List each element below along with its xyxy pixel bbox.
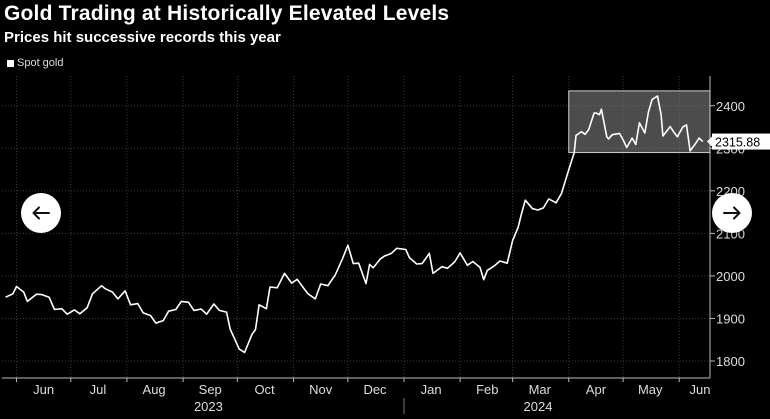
year-label: 2023 xyxy=(194,399,223,414)
x-tick-label: Apr xyxy=(586,382,607,397)
arrow-right-icon xyxy=(723,206,741,220)
x-tick-label: Jul xyxy=(90,382,107,397)
x-tick-label: Nov xyxy=(309,382,333,397)
last-value-pointer xyxy=(707,136,712,147)
legend: Spot gold xyxy=(7,57,63,69)
x-tick-label: Dec xyxy=(363,382,387,397)
arrow-left-icon xyxy=(32,206,50,220)
x-tick-label: Feb xyxy=(476,382,498,397)
x-tick-label: Mar xyxy=(529,382,552,397)
y-tick-label: 2400 xyxy=(716,99,745,114)
chart-title: Gold Trading at Historically Elevated Le… xyxy=(4,2,450,25)
last-value-tag xyxy=(712,133,770,150)
x-tick-label: Jun xyxy=(33,382,54,397)
legend-swatch xyxy=(7,59,14,67)
x-tick-label: Aug xyxy=(143,382,166,397)
previous-button[interactable] xyxy=(21,193,61,233)
y-tick-label: 2000 xyxy=(716,269,745,284)
y-tick-label: 1800 xyxy=(716,354,745,369)
y-tick-label: 1900 xyxy=(716,311,745,326)
highlight-box xyxy=(568,90,711,154)
year-label: 2024 xyxy=(524,399,553,414)
x-tick-label: Oct xyxy=(254,382,275,397)
legend-label: Spot gold xyxy=(17,57,64,69)
x-tick-label: Jan xyxy=(421,382,442,397)
x-tick-label: Sep xyxy=(199,382,222,397)
series-line-spot-gold xyxy=(5,95,704,354)
last-value-label: 2315.88 xyxy=(715,136,760,150)
x-tick-label: Jun xyxy=(690,382,711,397)
next-button[interactable] xyxy=(712,193,752,233)
x-tick-label: May xyxy=(638,382,663,397)
chart-subtitle: Prices hit successive records this year xyxy=(4,29,281,46)
